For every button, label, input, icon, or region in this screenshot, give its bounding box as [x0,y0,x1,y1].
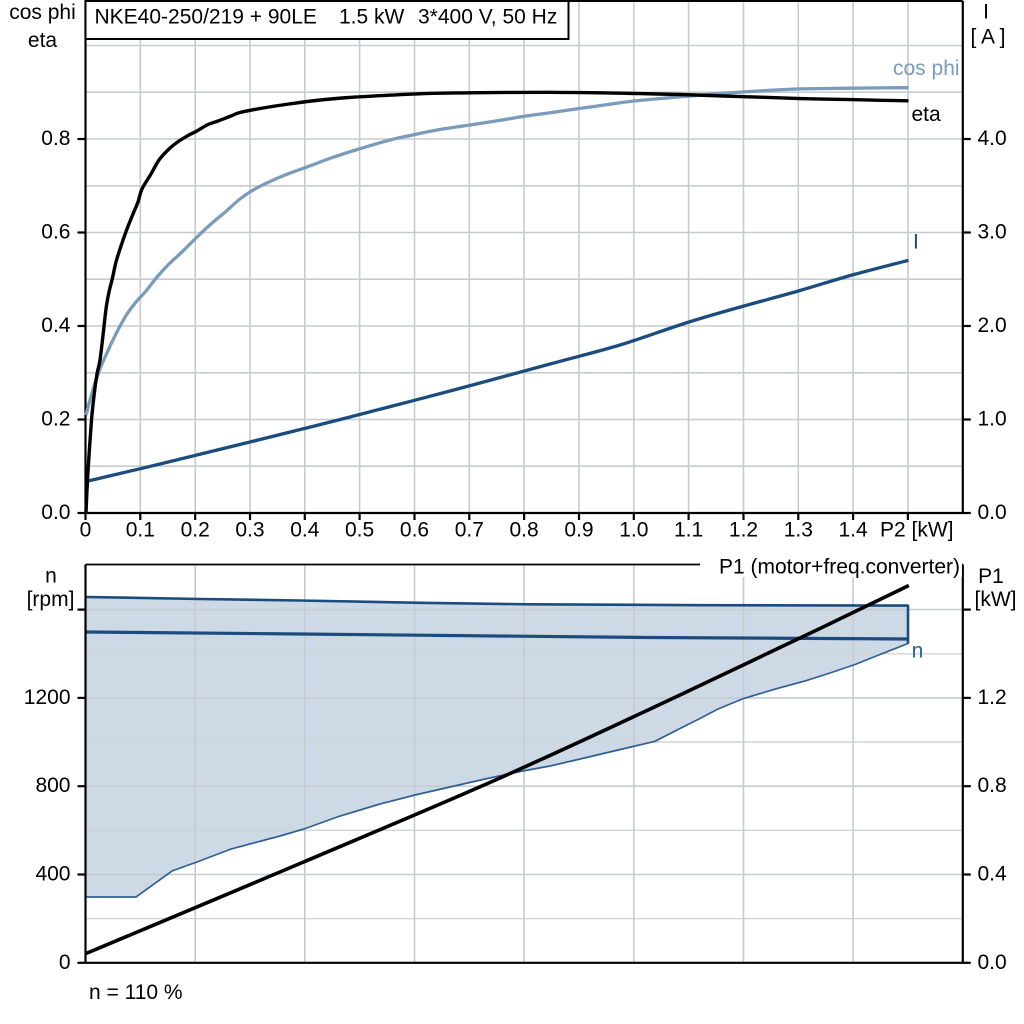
svg-text:n: n [45,565,57,588]
svg-text:0.1: 0.1 [126,519,155,542]
svg-text:800: 800 [35,774,70,797]
svg-text:3*400 V, 50 Hz: 3*400 V, 50 Hz [418,6,557,29]
svg-text:0.5: 0.5 [345,519,374,542]
svg-text:0.4: 0.4 [290,519,320,542]
svg-text:0.4: 0.4 [978,863,1008,886]
svg-text:400: 400 [35,863,70,886]
svg-text:n = 110 %: n = 110 % [89,981,183,1004]
svg-text:[kW]: [kW] [975,588,1017,611]
svg-text:0.4: 0.4 [41,314,71,337]
svg-text:0: 0 [80,519,92,542]
svg-text:NKE40-250/219 + 90LE: NKE40-250/219 + 90LE [95,6,317,29]
svg-text:0.2: 0.2 [41,408,70,431]
svg-text:0.3: 0.3 [235,519,264,542]
svg-text:cos phi: cos phi [9,1,76,24]
svg-text:1.2: 1.2 [978,686,1007,709]
svg-text:0.7: 0.7 [455,519,484,542]
svg-text:2.0: 2.0 [978,314,1007,337]
svg-text:0.0: 0.0 [978,501,1007,524]
svg-text:I: I [913,231,919,254]
svg-text:1200: 1200 [24,686,71,709]
svg-text:1.3: 1.3 [784,519,813,542]
svg-text:1.2: 1.2 [729,519,758,542]
svg-text:0.0: 0.0 [41,501,70,524]
svg-text:1.1: 1.1 [674,519,703,542]
svg-text:eta: eta [28,29,58,52]
svg-text:4.0: 4.0 [978,127,1007,150]
svg-text:0.8: 0.8 [41,127,70,150]
svg-text:I: I [983,1,989,24]
svg-text:eta: eta [912,103,942,126]
svg-text:0.8: 0.8 [978,774,1007,797]
svg-text:[ A ]: [ A ] [970,26,1005,49]
svg-text:0.6: 0.6 [41,221,70,244]
svg-text:0.2: 0.2 [181,519,210,542]
svg-text:3.0: 3.0 [978,221,1007,244]
svg-text:1.5 kW: 1.5 kW [339,6,405,29]
svg-text:0.8: 0.8 [509,519,538,542]
svg-text:0.9: 0.9 [564,519,593,542]
svg-text:cos phi: cos phi [893,57,960,80]
svg-text:0.0: 0.0 [978,951,1007,974]
svg-text:0.6: 0.6 [400,519,429,542]
svg-text:[rpm]: [rpm] [27,588,75,611]
svg-text:0: 0 [59,951,71,974]
svg-text:1.4: 1.4 [838,519,868,542]
svg-text:n: n [912,640,924,663]
svg-text:1.0: 1.0 [619,519,648,542]
svg-text:P1: P1 [978,565,1004,588]
svg-text:P2 [kW]: P2 [kW] [880,519,954,542]
svg-text:P1 (motor+freq.converter): P1 (motor+freq.converter) [719,556,960,579]
svg-text:1.0: 1.0 [978,408,1007,431]
